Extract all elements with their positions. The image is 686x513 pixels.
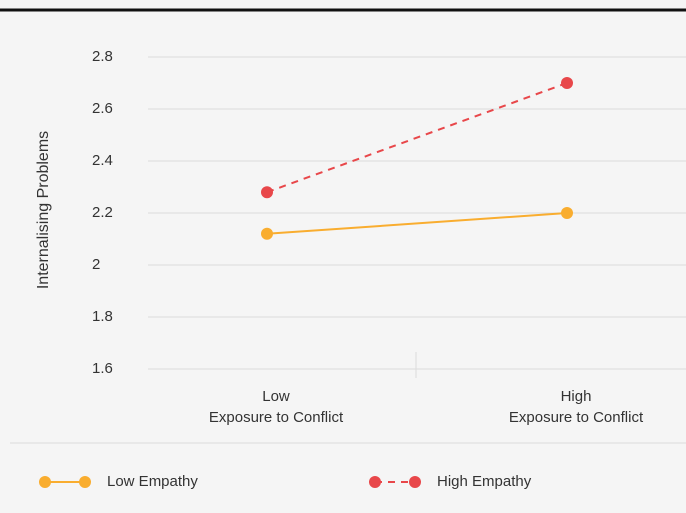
y-axis-label: Internalising Problems — [35, 131, 52, 289]
y-tick-label: 2.6 — [92, 100, 113, 117]
y-tick-label: 2.4 — [92, 152, 113, 169]
point — [561, 207, 573, 219]
y-tick-label: 2.8 — [92, 48, 113, 65]
point — [561, 77, 573, 89]
legend-label: High Empathy — [437, 473, 532, 490]
series-line — [266, 82, 568, 194]
legend-label: Low Empathy — [107, 473, 198, 490]
x-tick-label: High — [561, 388, 592, 405]
legend-marker — [369, 476, 381, 488]
point — [261, 227, 273, 240]
y-tick-label: 1.8 — [92, 308, 113, 325]
x-tick-label: Exposure to Conflict — [509, 409, 644, 426]
y-tick-label: 2.2 — [92, 204, 113, 221]
legend-marker — [409, 476, 421, 488]
y-tick-label: 1.6 — [92, 360, 113, 377]
series-line — [266, 212, 568, 235]
legend-marker — [39, 476, 51, 488]
y-tick-label: 2 — [92, 256, 100, 273]
point — [261, 186, 273, 199]
x-tick-label: Low — [262, 388, 290, 405]
x-tick-label: Exposure to Conflict — [209, 409, 344, 426]
legend-marker — [79, 476, 91, 488]
